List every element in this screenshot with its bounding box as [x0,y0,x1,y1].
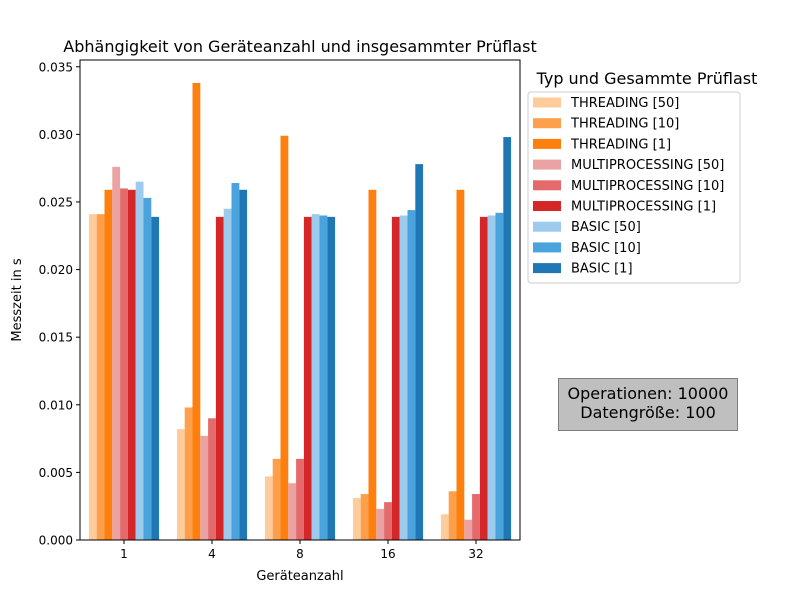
y-axis: 0.000 0.005 0.010 0.015 0.020 0.025 0.030 0.035 [39,60,80,548]
y-axis-label: Messzeit in s [10,258,25,341]
bar [135,181,144,540]
bar [264,476,273,540]
bar [327,216,336,540]
legend: THREADING [50] THREADING [10] THREADING [1… [527,91,741,284]
bar [391,216,400,540]
x-axis: 1 4 8 16 32 [120,540,484,561]
bars-group [88,82,512,541]
bar [104,189,113,541]
bar [352,498,361,540]
bar [192,82,201,541]
bar [280,135,289,540]
y-tick-label: 0.000 [39,534,73,548]
bar [200,435,209,540]
bar [495,212,504,541]
bar [184,407,193,540]
legend-swatch [533,97,561,108]
bar [368,189,377,541]
bar [96,214,105,540]
bar [360,494,369,540]
legend-frame [527,91,741,284]
x-tick-label: 8 [296,547,304,561]
x-tick-label: 1 [120,547,128,561]
bar [415,164,424,541]
bar [376,508,385,540]
legend-label: BASIC [10] [571,241,641,256]
legend-label: MULTIPROCESSING [50] [571,158,724,173]
bar [272,458,281,540]
legend-swatch [533,138,561,149]
x-axis-label: Geräteanzahl [256,569,343,584]
bar [503,137,512,540]
info-operations: Operationen: 10000 [567,384,729,403]
y-tick-label: 0.005 [39,466,73,480]
legend-swatch [533,118,561,129]
legend-label: THREADING [50] [570,96,679,111]
legend-label: THREADING [1] [570,137,671,152]
bar [151,216,160,540]
plot-frame [79,59,521,541]
bar [440,514,449,540]
x-tick-label: 16 [380,547,395,561]
bar [127,189,136,541]
bar [288,483,297,540]
legend-swatch [533,263,561,274]
info-box: Operationen: 10000 Datengröße: 100 [558,378,738,431]
x-tick-label: 4 [208,547,216,561]
bar [407,210,416,540]
legend-label: MULTIPROCESSING [10] [571,179,724,194]
bar [384,502,392,540]
bar [223,208,232,541]
y-tick-label: 0.020 [39,263,73,277]
bar [208,418,216,540]
bar [239,189,248,541]
bar [231,183,240,541]
bar [319,215,328,541]
bar [456,189,465,541]
bar [88,214,97,540]
y-tick-label: 0.030 [39,128,73,142]
legend-swatch [533,180,561,191]
legend-swatch [533,159,561,170]
y-tick-label: 0.010 [39,398,73,412]
bar [399,215,408,541]
x-tick-label: 32 [468,547,483,561]
legend-swatch [533,201,561,211]
bar [448,491,457,540]
bar [143,197,152,541]
legend-label: THREADING [10] [570,117,679,132]
bar [120,188,128,540]
legend-swatch [533,242,561,253]
bar [176,429,185,540]
y-tick-label: 0.015 [39,331,73,345]
chart-title: Abhängigkeit von Geräteanzahl und insges… [63,37,536,56]
bar [311,214,320,540]
legend-label: BASIC [50] [571,220,641,235]
bar [112,166,121,540]
bar [472,494,480,540]
legend-title: Typ und Gesammte Prüflast [536,69,758,88]
legend-swatch [533,221,561,232]
y-tick-label: 0.025 [39,195,73,209]
bar [464,519,473,540]
bar [479,216,488,540]
bar [303,216,312,540]
bar [296,458,304,540]
bar [487,215,496,541]
legend-label: BASIC [1] [571,262,633,277]
y-tick-label: 0.035 [39,60,73,74]
info-data-size: Datengröße: 100 [580,403,716,422]
bar [215,216,224,540]
legend-label: MULTIPROCESSING [1] [571,200,716,215]
